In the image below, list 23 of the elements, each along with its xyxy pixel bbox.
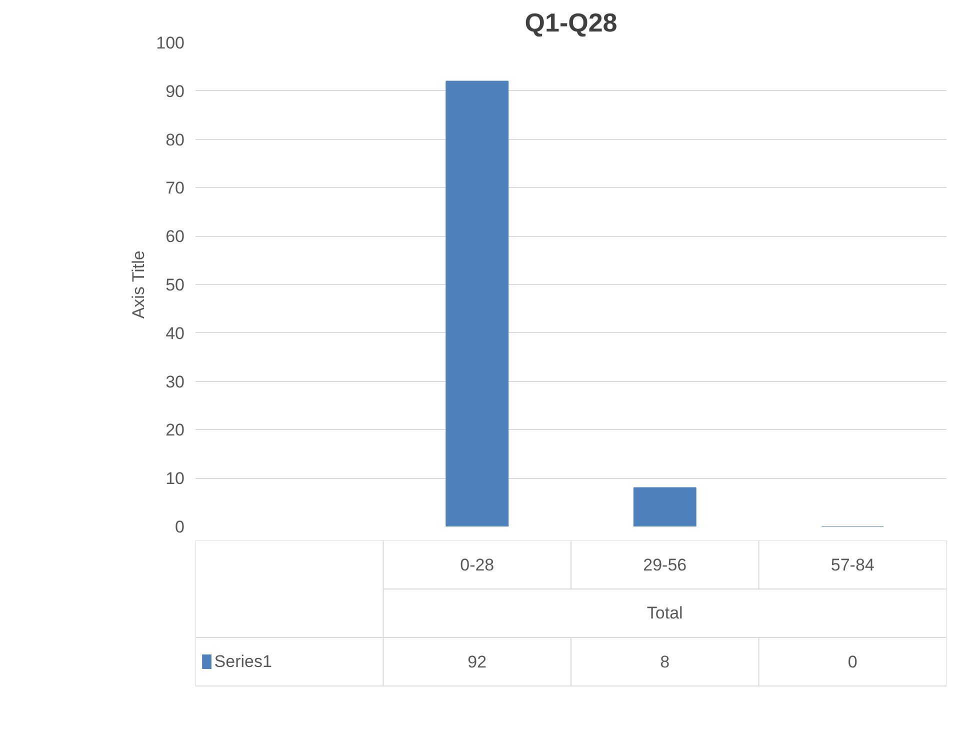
legend-label: Series1 [214, 652, 272, 672]
data-label: 0 [848, 652, 858, 672]
y-tick-label: 60 [166, 227, 185, 246]
y-tick-label: 20 [166, 420, 185, 440]
y-tick-label: 10 [166, 469, 185, 488]
y-tick-label: 70 [166, 178, 185, 198]
x-tick-label: 0-28 [460, 556, 494, 575]
x-tick-label: 57-84 [830, 556, 874, 575]
chart-title: Q1-Q28 [524, 8, 618, 38]
y-tick-label: 100 [156, 34, 185, 52]
y-tick-label: 50 [166, 276, 185, 294]
y-tick-label: 40 [166, 324, 185, 343]
y-tick-label: 90 [166, 82, 185, 101]
data-label: 92 [468, 652, 487, 672]
bar [633, 487, 696, 526]
x-tick-label: 29-56 [643, 556, 687, 575]
y-axis-title: Axis Title [129, 250, 148, 319]
bar [446, 80, 509, 526]
x-axis-title: Total [646, 604, 683, 623]
y-tick-label: 80 [166, 130, 185, 150]
data-label: 8 [660, 652, 670, 672]
y-tick-label: 0 [175, 518, 185, 536]
y-tick-label: 30 [166, 372, 185, 392]
